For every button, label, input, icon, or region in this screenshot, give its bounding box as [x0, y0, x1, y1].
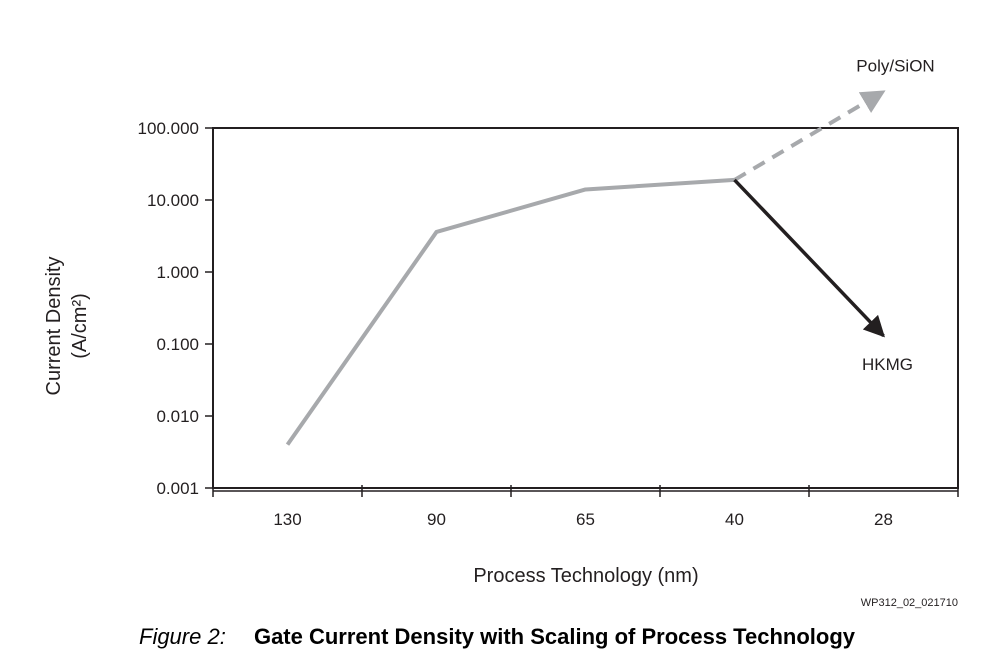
poly-sion-arrow [733, 89, 886, 182]
y-tick-label: 10.000 [147, 191, 199, 210]
plot-area-frame [212, 127, 959, 489]
x-tick-label: 65 [576, 510, 595, 529]
y-axis-title: Current Density (A/cm²) [43, 257, 91, 396]
figure-label: Figure 2: [139, 624, 226, 649]
y-tick-label: 0.100 [156, 335, 199, 354]
series-layer [285, 177, 735, 446]
annotation-layer: Poly/SiON HKMG [733, 57, 935, 374]
x-axis: 130 90 65 40 28 [212, 485, 959, 529]
y-tick-label: 0.001 [156, 479, 199, 498]
figure-id: WP312_02_021710 [861, 597, 958, 609]
y-tick-label: 0.010 [156, 407, 199, 426]
poly-sion-label: Poly/SiON [856, 57, 934, 76]
chart-title: Gate Current Density with Scaling of Pro… [253, 624, 855, 649]
y-axis-title-line2: (A/cm²) [69, 293, 91, 359]
x-tick-label: 40 [725, 510, 744, 529]
y-axis-title-line1: Current Density [43, 257, 65, 396]
figure-caption: Figure 2: Gate Current Density with Scal… [0, 624, 994, 650]
x-tick-label: 90 [427, 510, 446, 529]
y-tick-label: 100.000 [138, 119, 199, 138]
x-tick-label: 130 [273, 510, 301, 529]
x-axis-title: Process Technology (nm) [473, 565, 698, 587]
series-line [285, 177, 735, 446]
gate-current-density-chart: 100.000 10.000 1.000 0.100 0.010 0.001 130 90 6… [43, 57, 959, 609]
hkmg-arrow [733, 178, 885, 338]
hkmg-label: HKMG [862, 355, 913, 374]
y-axis: 100.000 10.000 1.000 0.100 0.010 0.001 [138, 119, 213, 498]
x-tick-label: 28 [874, 510, 893, 529]
y-tick-label: 1.000 [156, 263, 199, 282]
